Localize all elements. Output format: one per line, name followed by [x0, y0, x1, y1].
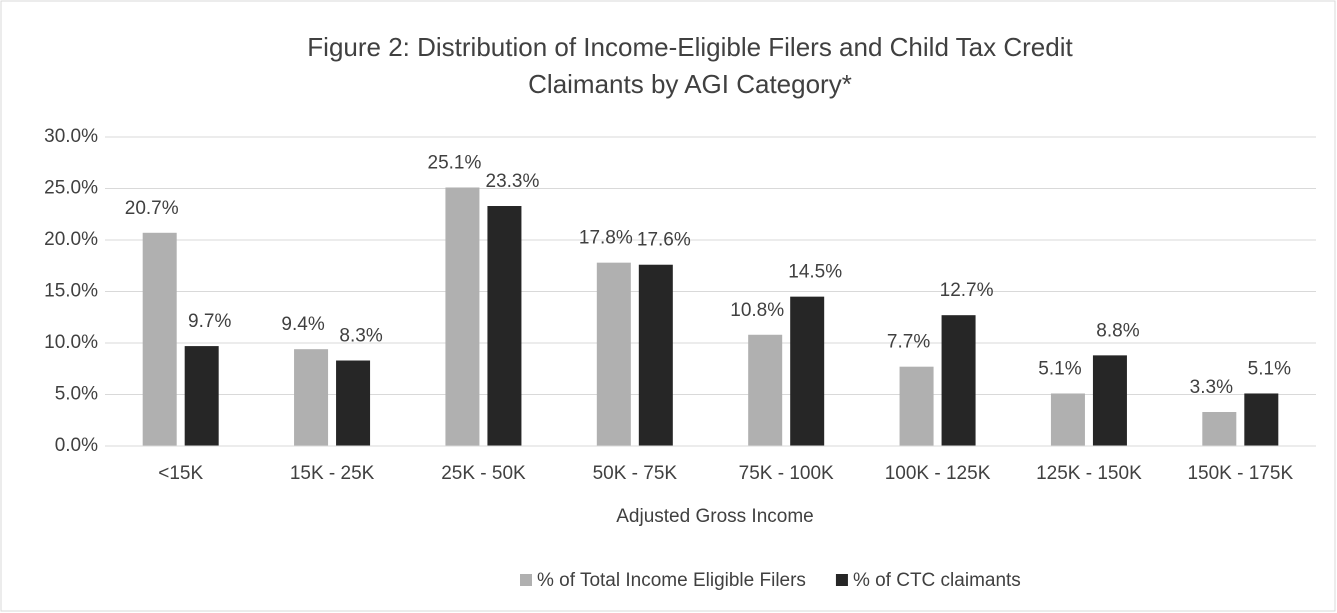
- y-tick-label: 15.0%: [44, 281, 98, 302]
- bar: [1244, 393, 1279, 446]
- y-tick-label: 20.0%: [44, 229, 98, 250]
- bar: [1092, 355, 1127, 446]
- x-axis-label: Adjusted Gross Income: [616, 506, 813, 527]
- value-label: 17.8%: [579, 228, 633, 249]
- chart-title: Figure 2: Distribution of Income-Eligibl…: [307, 32, 1073, 62]
- x-tick-label: 125K - 150K: [1036, 463, 1142, 484]
- value-label: 8.8%: [1096, 320, 1139, 341]
- bar: [184, 346, 219, 446]
- y-tick-label: 30.0%: [44, 126, 98, 147]
- value-label: 7.7%: [887, 332, 930, 353]
- x-tick-label: 75K - 100K: [739, 463, 834, 484]
- value-label: 12.7%: [940, 280, 994, 301]
- bar: [899, 366, 934, 446]
- bar: [1050, 393, 1085, 446]
- value-label: 3.3%: [1190, 377, 1233, 398]
- bar: [1202, 412, 1237, 446]
- legend-label: % of CTC claimants: [853, 570, 1021, 591]
- legend-label: % of Total Income Eligible Filers: [537, 570, 806, 591]
- value-label: 5.1%: [1248, 358, 1291, 379]
- x-tick-label: 150K - 175K: [1187, 463, 1293, 484]
- bar: [445, 187, 480, 446]
- legend-swatch: [835, 574, 848, 586]
- bar: [941, 315, 976, 446]
- chart-title: Claimants by AGI Category*: [528, 69, 852, 99]
- value-label: 10.8%: [730, 300, 784, 321]
- value-label: 9.7%: [188, 311, 231, 332]
- bar: [487, 206, 522, 446]
- bar: [294, 349, 329, 446]
- value-label: 8.3%: [339, 326, 382, 347]
- legend-swatch: [520, 574, 532, 586]
- x-tick-label: <15K: [158, 463, 203, 484]
- value-label: 17.6%: [637, 230, 691, 251]
- x-tick-label: 100K - 125K: [885, 463, 991, 484]
- value-label: 9.4%: [281, 314, 324, 335]
- bar: [336, 360, 371, 446]
- bar: [596, 262, 631, 446]
- value-label: 20.7%: [125, 198, 179, 219]
- y-tick-label: 5.0%: [55, 384, 98, 405]
- x-tick-label: 25K - 50K: [441, 463, 526, 484]
- bar: [790, 296, 825, 446]
- bar: [142, 232, 177, 446]
- x-tick-label: 15K - 25K: [290, 463, 375, 484]
- bar: [748, 334, 783, 446]
- value-label: 25.1%: [428, 152, 482, 173]
- bar: [638, 264, 673, 446]
- y-tick-label: 25.0%: [44, 178, 98, 199]
- value-label: 14.5%: [788, 262, 842, 283]
- x-tick-label: 50K - 75K: [593, 463, 678, 484]
- y-tick-label: 0.0%: [55, 435, 98, 456]
- value-label: 5.1%: [1038, 358, 1081, 379]
- value-label: 23.3%: [486, 171, 540, 192]
- y-tick-label: 10.0%: [44, 332, 98, 353]
